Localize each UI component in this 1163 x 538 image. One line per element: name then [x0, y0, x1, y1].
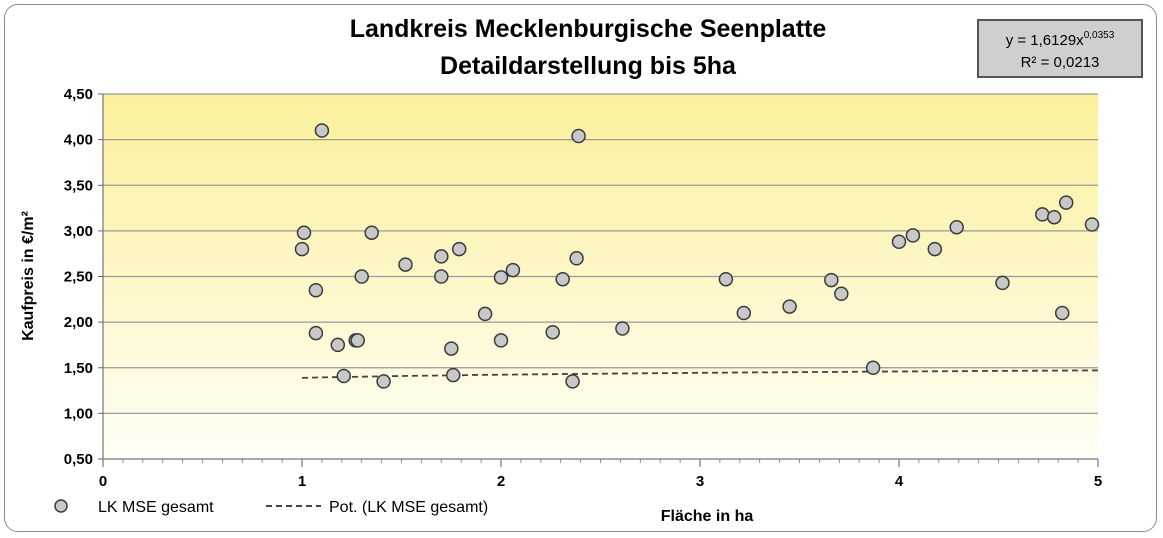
data-point	[565, 374, 580, 389]
y-tick-label: 0,50	[64, 451, 93, 468]
data-point	[434, 269, 449, 284]
data-point	[444, 341, 459, 356]
data-point	[330, 337, 346, 353]
data-point	[477, 306, 493, 322]
data-point	[1084, 217, 1100, 232]
data-points	[294, 123, 1100, 389]
data-point	[834, 286, 849, 302]
data-point	[824, 272, 839, 288]
data-point	[736, 305, 752, 321]
legend-label-trend: Pot. (LK MSE gesamt)	[329, 499, 488, 516]
y-tick-label: 4,50	[64, 86, 93, 103]
data-point	[350, 333, 365, 348]
data-point	[891, 234, 907, 250]
x-axis-label: Fläche in ha	[661, 508, 754, 525]
x-axis-ticks: 0 1 2 3 4 5	[99, 459, 1102, 490]
data-point	[314, 123, 330, 138]
chart-title: Landkreis Mecklenburgische Seenplatte	[350, 15, 827, 43]
data-point	[451, 241, 467, 257]
trend-equation: y = 1,6129x0,0353	[1006, 30, 1115, 49]
data-point	[505, 262, 521, 278]
equation-box-background	[977, 19, 1143, 78]
data-point	[376, 374, 391, 389]
x-tick-label: 3	[696, 473, 704, 490]
y-axis-label: Kaufpreis in €/m²	[20, 211, 37, 341]
data-point	[571, 128, 586, 144]
data-point	[555, 271, 570, 287]
data-point	[445, 367, 461, 383]
data-point	[294, 241, 310, 257]
trendline	[301, 369, 1099, 379]
y-tick-label: 3,00	[64, 223, 93, 240]
trendline-group	[301, 369, 1099, 379]
data-point	[296, 225, 312, 240]
data-point	[1046, 209, 1062, 225]
x-tick-label: 4	[895, 473, 904, 490]
data-point	[308, 325, 324, 341]
y-tick-label: 1,00	[64, 405, 93, 422]
chart-subtitle: Detaildarstellung bis 5ha	[440, 52, 737, 80]
data-point	[995, 275, 1010, 291]
data-point	[718, 271, 734, 287]
trend-equation-exponent: 0,0353	[1084, 30, 1115, 41]
data-point	[364, 225, 379, 240]
data-point	[1035, 207, 1050, 222]
data-point	[1054, 305, 1070, 321]
y-tick-label: 2,00	[64, 314, 93, 331]
data-point	[865, 360, 881, 376]
data-point	[336, 368, 352, 384]
x-tick-label: 2	[497, 473, 505, 490]
y-tick-label: 2,50	[64, 269, 93, 286]
y-tick-label: 3,50	[64, 177, 93, 194]
data-point	[1058, 195, 1074, 210]
x-tick-label: 0	[99, 473, 107, 490]
y-axis-ticks: 0,50 1,00 1,50 2,00 2,50 3,00 3,50 4,00 4,50	[64, 86, 103, 468]
equation-box: y = 1,6129x0,0353 R² = 0,0213	[977, 19, 1143, 78]
trend-r-squared: R² = 0,0213	[1021, 54, 1100, 71]
data-point	[545, 324, 560, 340]
legend-label-scatter: LK MSE gesamt	[98, 499, 214, 516]
data-point	[434, 249, 449, 264]
data-point	[782, 299, 797, 314]
data-point	[927, 241, 943, 257]
data-point	[949, 219, 964, 235]
y-tick-label: 4,00	[64, 132, 93, 149]
data-point	[493, 333, 509, 348]
gridlines	[103, 93, 1098, 414]
x-tick-label: 5	[1094, 473, 1102, 490]
data-point	[308, 282, 324, 298]
legend-marker-scatter	[54, 499, 68, 513]
data-point	[615, 321, 630, 336]
data-point	[905, 228, 921, 243]
y-tick-label: 1,50	[64, 360, 93, 377]
data-point	[398, 257, 413, 272]
data-point	[569, 251, 584, 266]
legend: LK MSE gesamt Pot. (LK MSE gesamt)	[54, 499, 488, 516]
data-point	[354, 269, 369, 284]
x-tick-label: 1	[298, 473, 306, 490]
data-point	[493, 270, 509, 285]
trend-equation-base: y = 1,6129x	[1006, 32, 1084, 49]
